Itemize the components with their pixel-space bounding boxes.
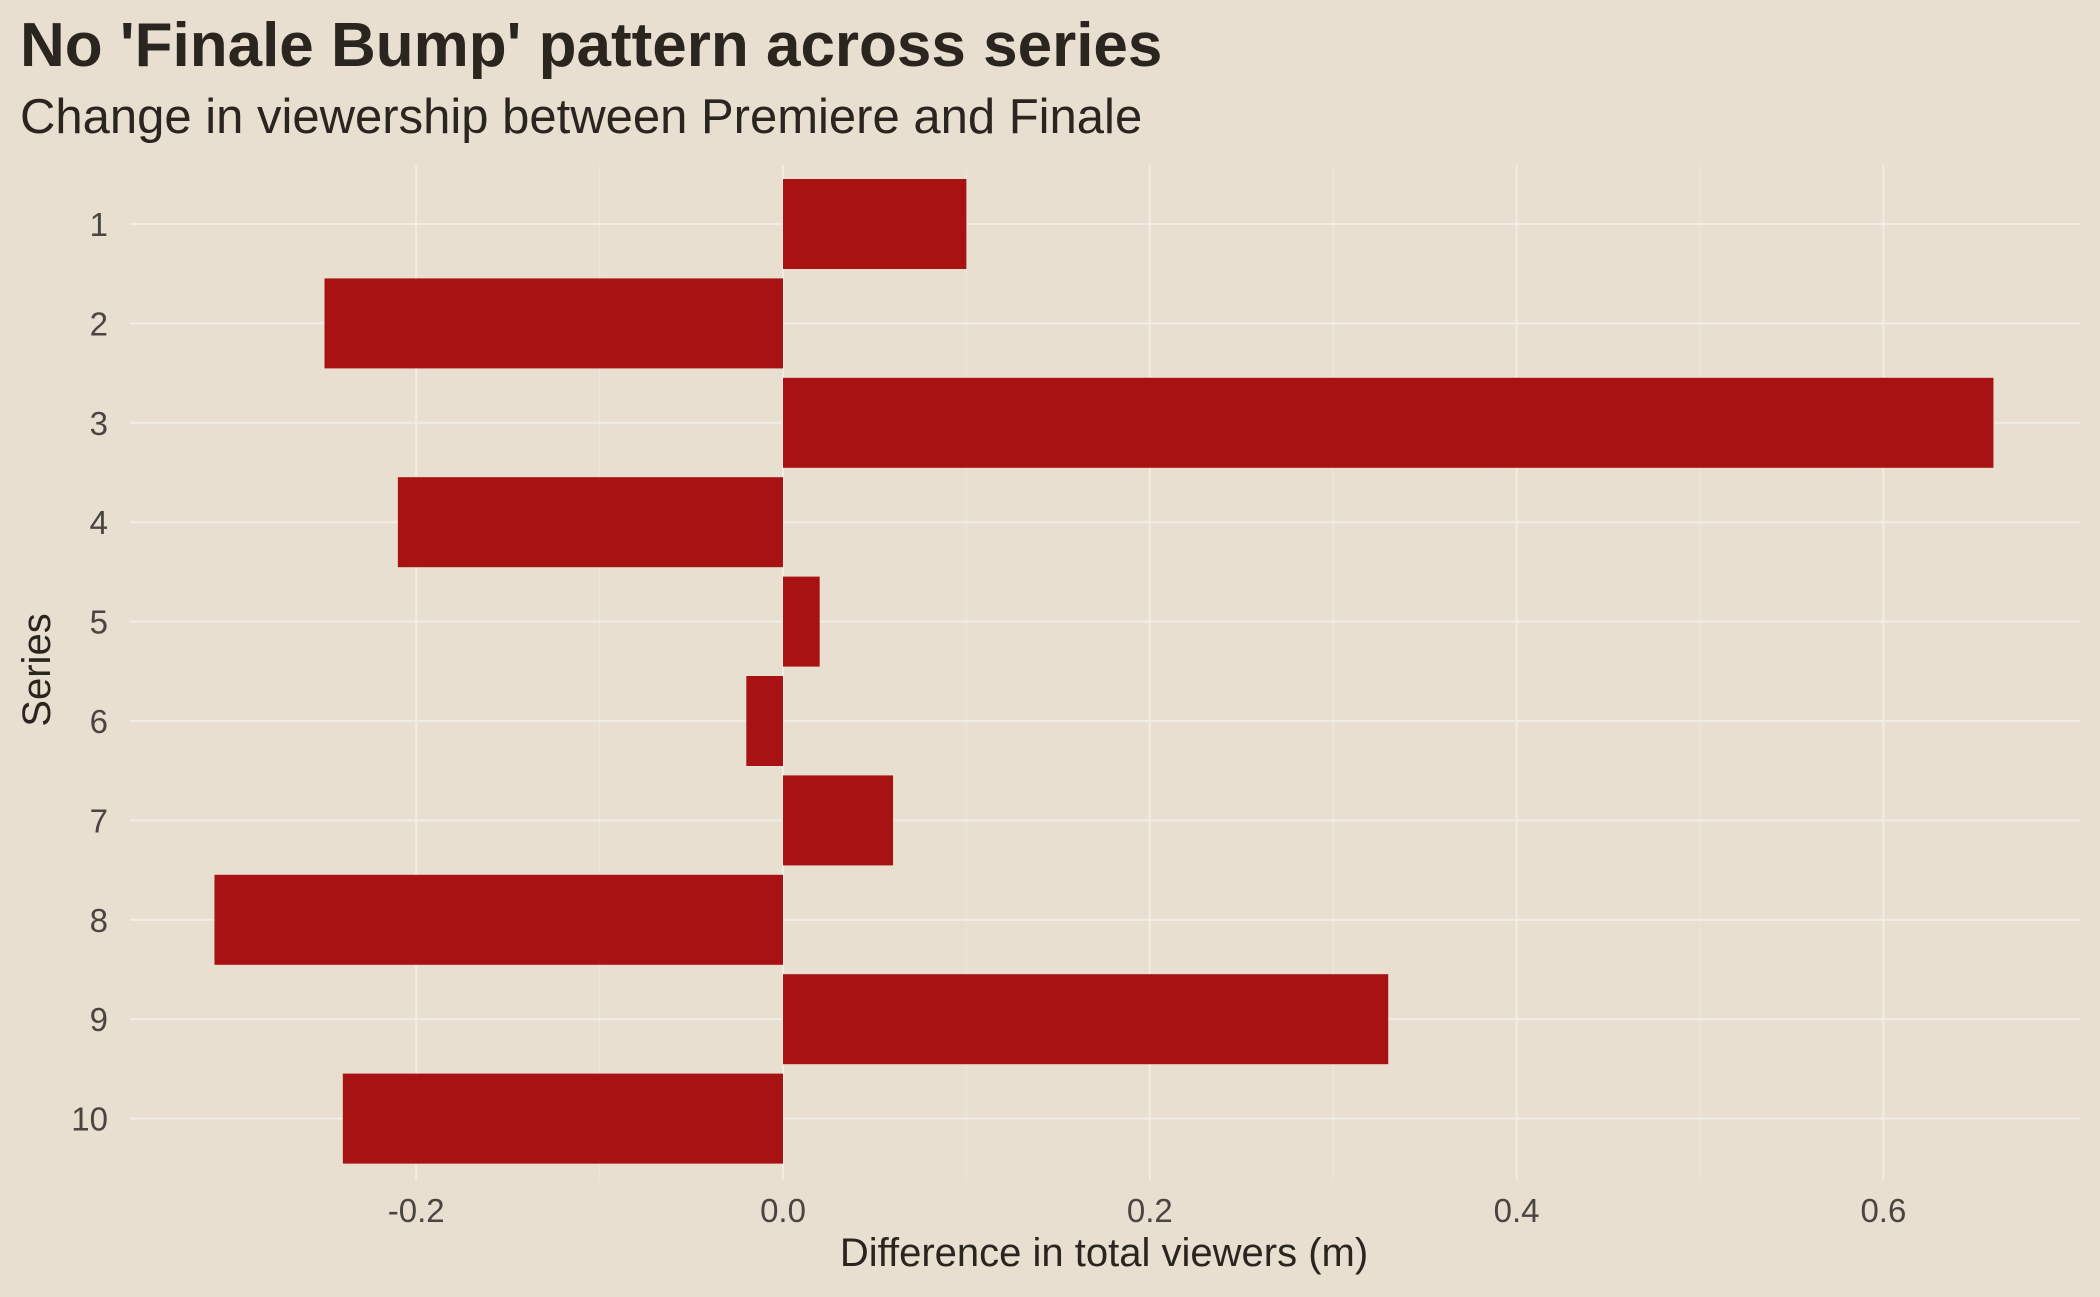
y-tick-label: 10 bbox=[71, 1101, 108, 1138]
y-tick-label: 2 bbox=[90, 305, 108, 342]
bar-series-4 bbox=[397, 477, 783, 568]
x-tick-label: 0.2 bbox=[1127, 1192, 1173, 1229]
bar-series-9 bbox=[783, 974, 1389, 1065]
y-tick-label: 6 bbox=[90, 703, 108, 740]
x-tick-labels: -0.2 0.0 0.2 0.4 0.6 bbox=[388, 1192, 1907, 1229]
bar-series-5 bbox=[783, 576, 820, 667]
x-tick-label: -0.2 bbox=[388, 1192, 445, 1229]
y-tick-labels: 1 2 3 4 5 6 7 8 9 10 bbox=[71, 206, 108, 1138]
x-axis-title: Difference in total viewers (m) bbox=[840, 1231, 1368, 1275]
bar-series-7 bbox=[783, 775, 894, 866]
chart-subtitle: Change in viewership between Premiere an… bbox=[20, 90, 1142, 144]
y-tick-label: 5 bbox=[90, 604, 108, 641]
y-tick-label: 1 bbox=[90, 206, 108, 243]
y-axis-title: Series bbox=[15, 613, 59, 726]
y-tick-label: 7 bbox=[90, 802, 108, 839]
y-tick-label: 9 bbox=[90, 1001, 108, 1038]
bars bbox=[214, 179, 1994, 1164]
bar-series-6 bbox=[746, 676, 783, 766]
x-tick-label: 0.4 bbox=[1494, 1192, 1540, 1229]
chart-title: No 'Finale Bump' pattern across series bbox=[20, 11, 1162, 80]
y-tick-label: 3 bbox=[90, 405, 108, 442]
bar-series-1 bbox=[783, 179, 967, 269]
bar-series-8 bbox=[214, 874, 783, 965]
y-tick-label: 8 bbox=[90, 902, 108, 939]
x-tick-label: 0.6 bbox=[1860, 1192, 1906, 1229]
bar-series-10 bbox=[342, 1073, 783, 1164]
y-tick-label: 4 bbox=[90, 504, 108, 541]
x-tick-label: 0.0 bbox=[760, 1192, 806, 1229]
bar-series-3 bbox=[783, 377, 1994, 468]
bar-series-2 bbox=[324, 278, 783, 369]
